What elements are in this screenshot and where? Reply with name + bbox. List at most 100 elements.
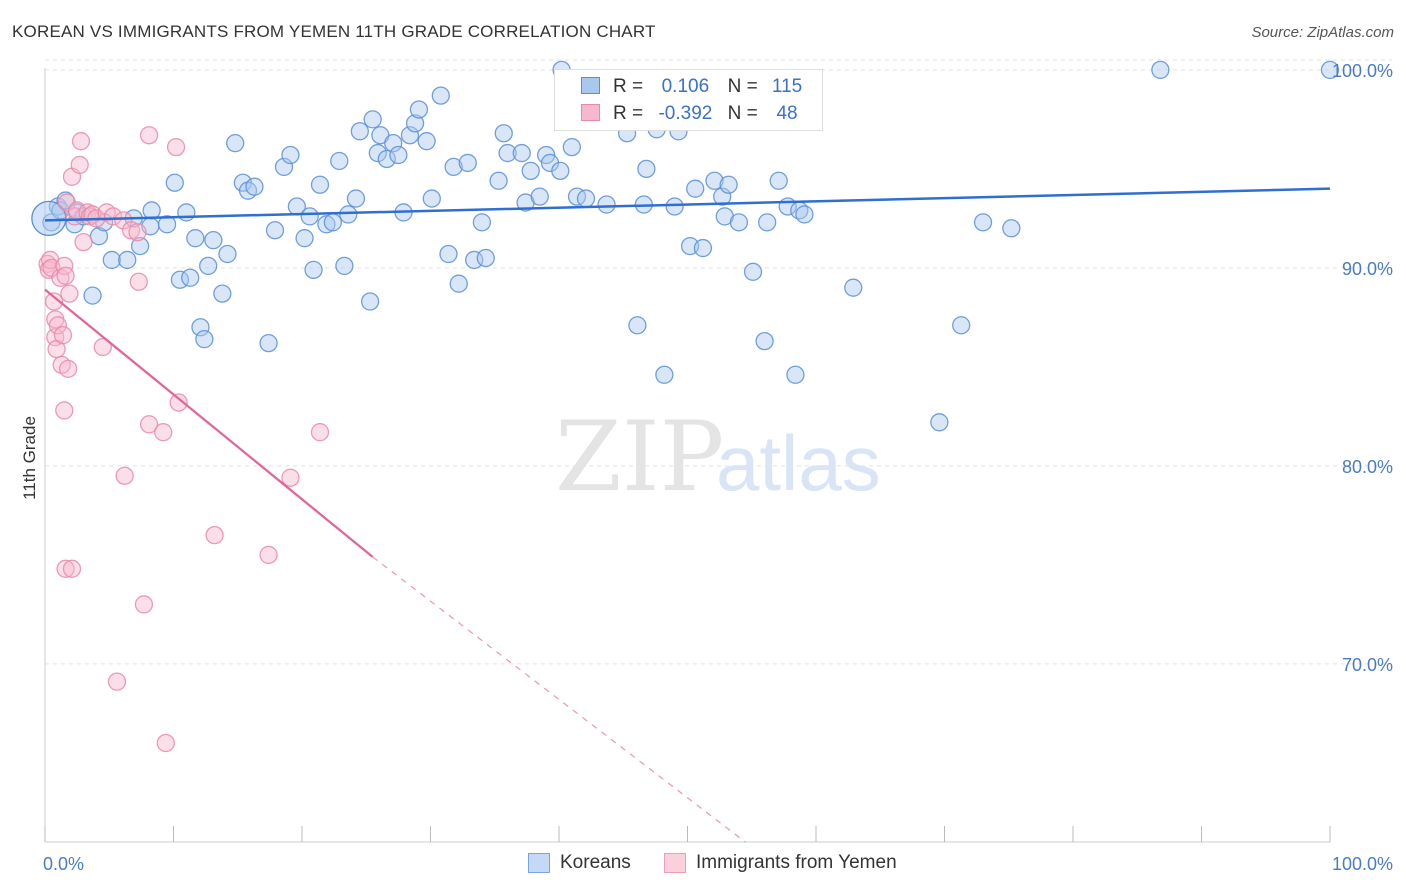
yemen-point (70, 155, 89, 175)
koreans-trend-line (44, 187, 1331, 222)
yemen-point (103, 207, 123, 226)
korean-point (628, 316, 647, 335)
korean-point (449, 274, 468, 293)
korean-point (1151, 60, 1170, 80)
korean-point (458, 153, 477, 173)
korean-point (512, 143, 531, 163)
yemen-point (139, 415, 159, 434)
korean-point (489, 171, 508, 190)
korean-point (431, 86, 450, 105)
korean-point (439, 244, 458, 264)
korean-point (551, 161, 570, 181)
korean-point (409, 100, 429, 119)
korean-point (686, 179, 705, 198)
korean-point (422, 189, 441, 208)
korean-point (245, 177, 264, 196)
korean-point (719, 175, 738, 194)
yemen-n-value: 48 (776, 103, 798, 124)
korean-point (204, 231, 223, 250)
korean-point (191, 318, 210, 337)
korean-point (281, 145, 300, 165)
korean-point (521, 161, 540, 181)
korean-point (323, 213, 342, 232)
korean-point (465, 250, 484, 270)
korean-point (498, 143, 517, 163)
korean-point (102, 250, 121, 270)
korean-point (300, 207, 319, 226)
yemen-trend-extension (372, 556, 746, 843)
x-tick-label: 100.0% (1332, 854, 1393, 874)
korean-point (339, 205, 358, 224)
korean-point (417, 132, 436, 151)
watermark-atlas: atlas (716, 419, 881, 507)
korean-point (758, 213, 777, 232)
yemen-point (259, 545, 278, 565)
korean-point (400, 126, 420, 145)
korean-point (655, 365, 674, 384)
yemen-point (121, 221, 141, 240)
korean-point (218, 244, 237, 264)
yemen-point (169, 393, 188, 412)
yemen-point (281, 468, 300, 487)
yemen-point (128, 223, 147, 242)
korean-point (265, 221, 285, 240)
korean-point (335, 256, 354, 276)
yemen-point (107, 672, 127, 691)
koreans-legend-swatch (528, 853, 550, 873)
korean-point (310, 175, 330, 194)
yemen-point (56, 266, 75, 285)
korean-point (562, 137, 581, 157)
korean-point (494, 124, 513, 143)
yemen-r-label: R = (613, 103, 644, 124)
korean-point (405, 114, 425, 133)
x-tick-label: 0.0% (43, 854, 84, 874)
koreans-r-value: 0.106 (661, 76, 710, 97)
yemen-r-value: -0.392 (658, 103, 713, 124)
korean-point (304, 260, 323, 280)
korean-point (472, 213, 492, 232)
koreans-r-label: R = (613, 76, 644, 97)
korean-point (1320, 60, 1340, 80)
korean-point (259, 333, 278, 353)
korean-point (295, 229, 314, 248)
korean-point (181, 268, 200, 287)
korean-point (157, 215, 177, 234)
korean-point (195, 329, 214, 349)
y-tick-label: 80.0% (1342, 457, 1393, 477)
korean-point (952, 316, 971, 335)
korean-point (693, 238, 713, 258)
y-tick-label: 100.0% (1332, 61, 1393, 81)
koreans-n-value: 115 (771, 76, 803, 97)
korean-point (786, 365, 805, 384)
korean-point (177, 203, 196, 222)
korean-point (360, 292, 380, 311)
yemen-point (93, 337, 112, 357)
korean-point (530, 187, 549, 206)
yemen-point (114, 211, 133, 230)
korean-point (130, 236, 150, 256)
yemen-point (48, 316, 67, 335)
korean-point (476, 248, 495, 268)
trend-lines (44, 187, 1331, 843)
korean-point (795, 205, 814, 224)
korean-point (346, 189, 366, 208)
yemen-legend-label: Immigrants from Yemen (696, 852, 897, 873)
korean-point (637, 159, 656, 179)
koreans-n-label: N = (727, 76, 758, 97)
korean-point (199, 256, 218, 276)
korean-point (755, 331, 774, 351)
yemen-point (156, 733, 175, 753)
yemen-point (53, 326, 73, 345)
korean-point (389, 145, 408, 165)
korean-point (665, 197, 684, 216)
korean-point (83, 286, 102, 305)
yemen-legend-swatch (664, 853, 686, 873)
source-label: Source: ZipAtlas.com (1251, 24, 1394, 41)
yemen-point (139, 126, 159, 145)
korean-point (743, 262, 763, 281)
yemen-point (62, 559, 82, 578)
korean-point (213, 284, 232, 303)
stats-legend: R = 0.106 N = 115 R = -0.392 N = 48 (554, 69, 823, 131)
korean-point (186, 229, 205, 248)
